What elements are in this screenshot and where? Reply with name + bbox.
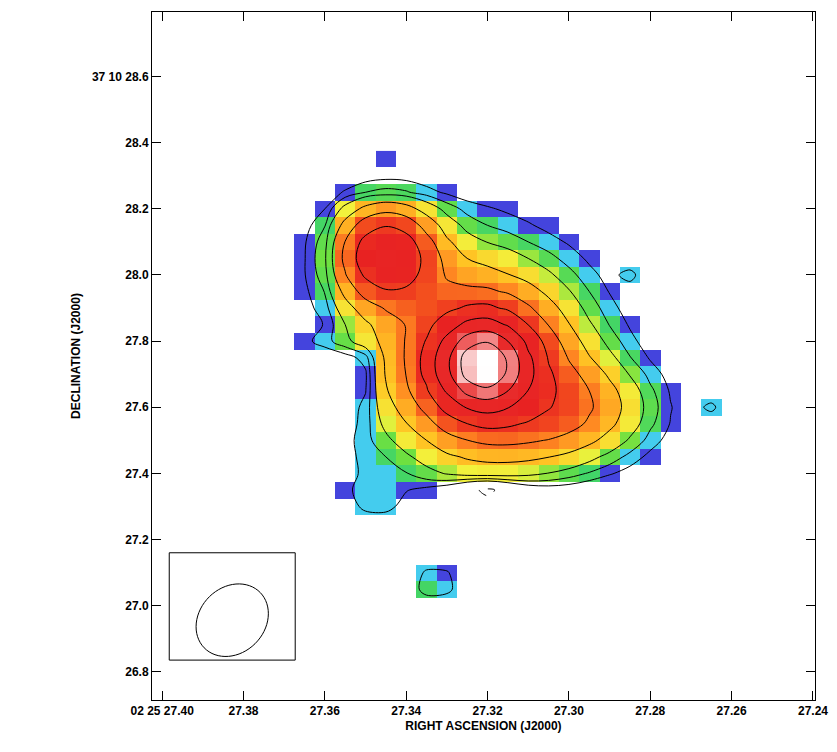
svg-text:27.30: 27.30: [554, 704, 584, 718]
svg-text:28.0: 28.0: [125, 268, 149, 282]
svg-text:27.28: 27.28: [635, 704, 665, 718]
svg-text:27.26: 27.26: [717, 704, 747, 718]
svg-text:02 25 27.40: 02 25 27.40: [130, 704, 194, 718]
svg-text:27.32: 27.32: [473, 704, 503, 718]
svg-text:27.8: 27.8: [125, 334, 149, 348]
svg-text:27.36: 27.36: [310, 704, 340, 718]
svg-text:27.4: 27.4: [125, 467, 149, 481]
svg-text:28.2: 28.2: [125, 202, 149, 216]
svg-text:27.34: 27.34: [391, 704, 421, 718]
svg-text:RIGHT ASCENSION (J2000): RIGHT ASCENSION (J2000): [405, 719, 561, 733]
svg-text:27.38: 27.38: [229, 704, 259, 718]
svg-text:27.2: 27.2: [125, 533, 149, 547]
svg-text:DECLINATION (J2000): DECLINATION (J2000): [69, 293, 83, 419]
svg-text:26.8: 26.8: [125, 665, 149, 679]
svg-text:27.24: 27.24: [798, 704, 828, 718]
svg-text:27.0: 27.0: [125, 599, 149, 613]
svg-text:28.4: 28.4: [125, 136, 149, 150]
svg-text:27.6: 27.6: [125, 400, 149, 414]
svg-text:37 10 28.6: 37 10 28.6: [92, 70, 149, 84]
